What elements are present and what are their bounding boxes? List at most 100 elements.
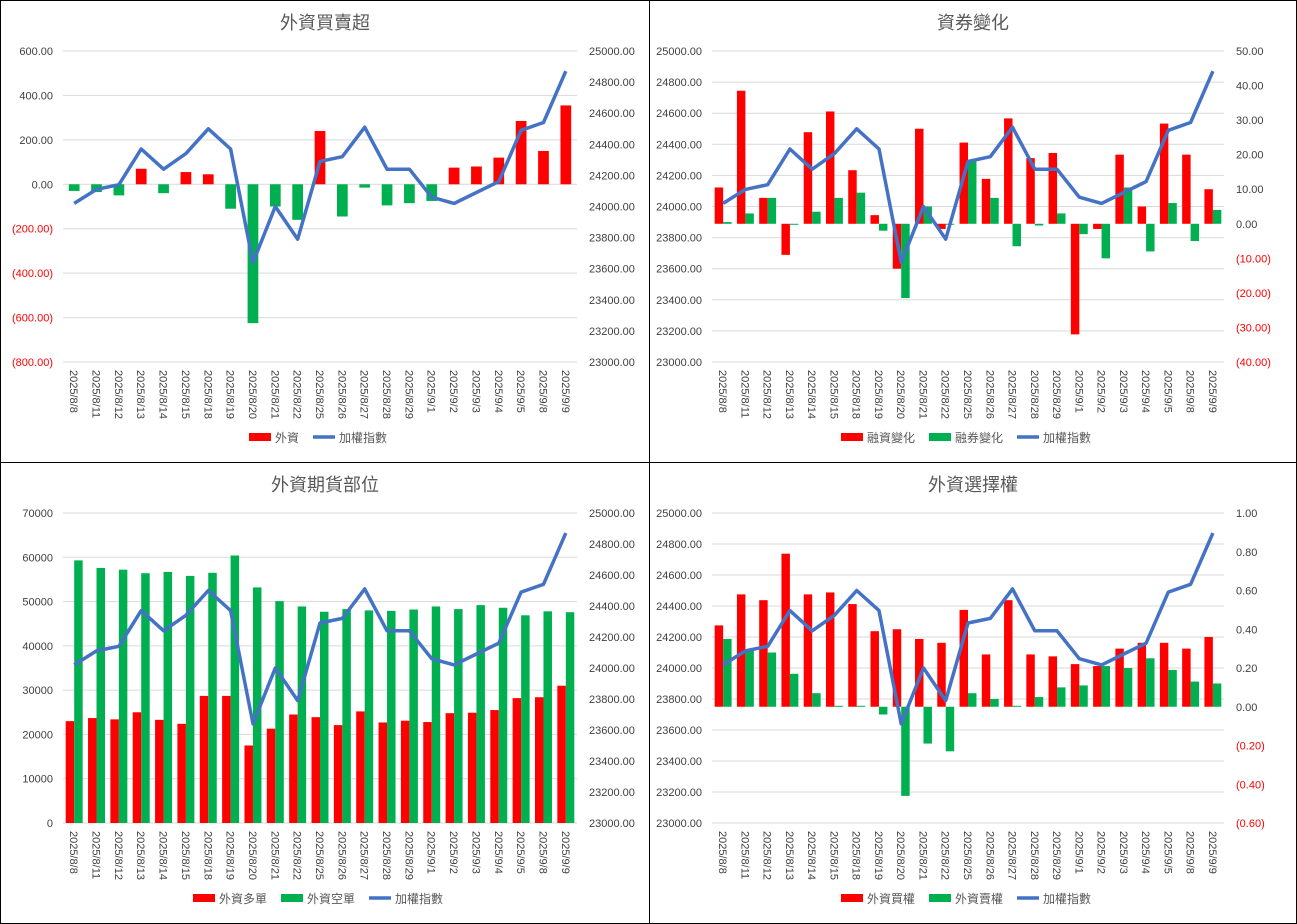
y-right-tick: 24800.00 [589, 539, 635, 551]
bar-a [937, 642, 946, 707]
legend-label: 加權指數 [1043, 430, 1091, 445]
panel-options: 外資選擇權 23000.00 23200.00 23400.00 23600.00 238… [649, 462, 1297, 924]
legend-item: 外資空單 [281, 892, 355, 906]
x-tick: 2025/8/28 [380, 370, 392, 419]
x-tick: 2025/9/4 [1139, 831, 1151, 874]
bar-a [65, 721, 75, 823]
x-tick: 2025/9/1 [425, 831, 437, 874]
x-tick: 2025/9/1 [1072, 831, 1084, 874]
bar-b [431, 606, 441, 823]
index-line [722, 70, 1215, 265]
bar-a [1004, 600, 1013, 707]
bar-a [311, 717, 320, 823]
bar-a [870, 631, 879, 707]
bar-a [803, 132, 813, 224]
x-tick: 2025/8/28 [380, 831, 392, 880]
x-tick: 2025/8/29 [1050, 831, 1062, 880]
legend-item: 融資變化 [841, 430, 915, 445]
bar-a [177, 723, 186, 823]
bar-a [333, 725, 343, 823]
y-right-tick: 10.00 [1236, 184, 1264, 196]
bar-b [1190, 223, 1200, 242]
bar-b [767, 197, 777, 224]
y-left-tick: 20000 [22, 729, 53, 741]
y-right-tick: 20.00 [1236, 150, 1264, 162]
bar-a [1004, 118, 1013, 224]
bar-a [1182, 154, 1191, 224]
bar-a [1048, 152, 1058, 224]
bar-a [915, 128, 924, 224]
y-left-tick: (800.00) [12, 357, 53, 369]
y-left-tick: 24600.00 [656, 570, 702, 582]
y-right-tick: 23800.00 [589, 694, 635, 706]
bar-b [923, 706, 932, 744]
bar-a [534, 697, 544, 823]
x-tick: 2025/8/20 [894, 370, 906, 419]
bar-b [208, 572, 217, 823]
y-right-tick: 23400.00 [589, 756, 635, 768]
y-left-tick: 23200.00 [656, 787, 702, 799]
y-left-tick: 23400.00 [656, 295, 702, 307]
bar-a [848, 170, 857, 224]
bar-b [275, 601, 284, 823]
bar-a [1115, 154, 1124, 224]
index-line [73, 532, 568, 726]
bar-a [1026, 158, 1035, 224]
bar-b [1079, 685, 1088, 707]
x-tick: 2025/9/9 [559, 831, 571, 874]
x-tick: 2025/9/8 [1184, 831, 1196, 874]
legend-label: 加權指數 [1043, 891, 1091, 906]
y-left-tick: (600.00) [12, 313, 53, 325]
bar-a [378, 722, 388, 823]
y-left-tick: 60000 [22, 552, 53, 564]
y-left-tick: 400.00 [19, 90, 53, 102]
bar-a [870, 215, 879, 224]
x-tick: 2025/8/19 [872, 831, 884, 880]
bar-b [409, 609, 418, 823]
legend-label: 外資 [275, 431, 299, 445]
bar-a [515, 120, 527, 185]
x-tick: 2025/8/27 [1006, 831, 1018, 880]
bar-b [789, 673, 799, 707]
y-left-tick: 24800.00 [656, 539, 702, 551]
bar-b [723, 638, 732, 707]
y-right-tick: 24600.00 [589, 108, 635, 120]
bar-a [759, 600, 768, 707]
bar-b [1212, 683, 1222, 707]
bar-b [342, 609, 351, 823]
y-left-tick: 23000.00 [656, 818, 702, 830]
x-tick: 2025/9/5 [1161, 370, 1173, 413]
x-tick: 2025/8/15 [827, 370, 839, 419]
bar-a [825, 111, 835, 224]
x-tick: 2025/9/2 [447, 831, 459, 874]
legend-swatch [929, 894, 951, 902]
chart-options: 外資選擇權 23000.00 23200.00 23400.00 23600.00 238… [656, 475, 1265, 906]
bar-b [767, 652, 777, 707]
bar-a [199, 695, 209, 823]
bar-a [493, 157, 505, 185]
bar-b [968, 159, 977, 224]
bar-b [1057, 213, 1066, 224]
bar-b [543, 611, 552, 823]
y-right-tick: (40.00) [1236, 357, 1271, 369]
bar-a [803, 594, 813, 707]
y-right-tick: 0.00 [1236, 702, 1257, 714]
x-tick: 2025/8/12 [112, 831, 124, 880]
x-tick: 2025/8/20 [894, 831, 906, 880]
bar-a [244, 745, 253, 823]
x-tick: 2025/9/4 [1139, 370, 1151, 413]
bar-b [878, 706, 888, 715]
y-right-tick: 23800.00 [589, 233, 635, 245]
bar-a [1026, 654, 1035, 707]
y-right-tick: 25000.00 [589, 508, 635, 520]
legend-swatch [193, 894, 215, 902]
y-left-tick: 24000.00 [656, 663, 702, 675]
bar-a [400, 720, 410, 823]
y-left-tick: 23800.00 [656, 233, 702, 245]
y-left-tick: 23600.00 [656, 264, 702, 276]
x-tick: 2025/8/13 [134, 370, 146, 419]
panel-foreign-net: 外資買賣超 (800.00) (600.00) (400.00) (200.00) 0.0… [0, 0, 650, 463]
bar-a [269, 184, 281, 207]
bar-a [1159, 642, 1169, 707]
bar-a [1048, 656, 1058, 707]
